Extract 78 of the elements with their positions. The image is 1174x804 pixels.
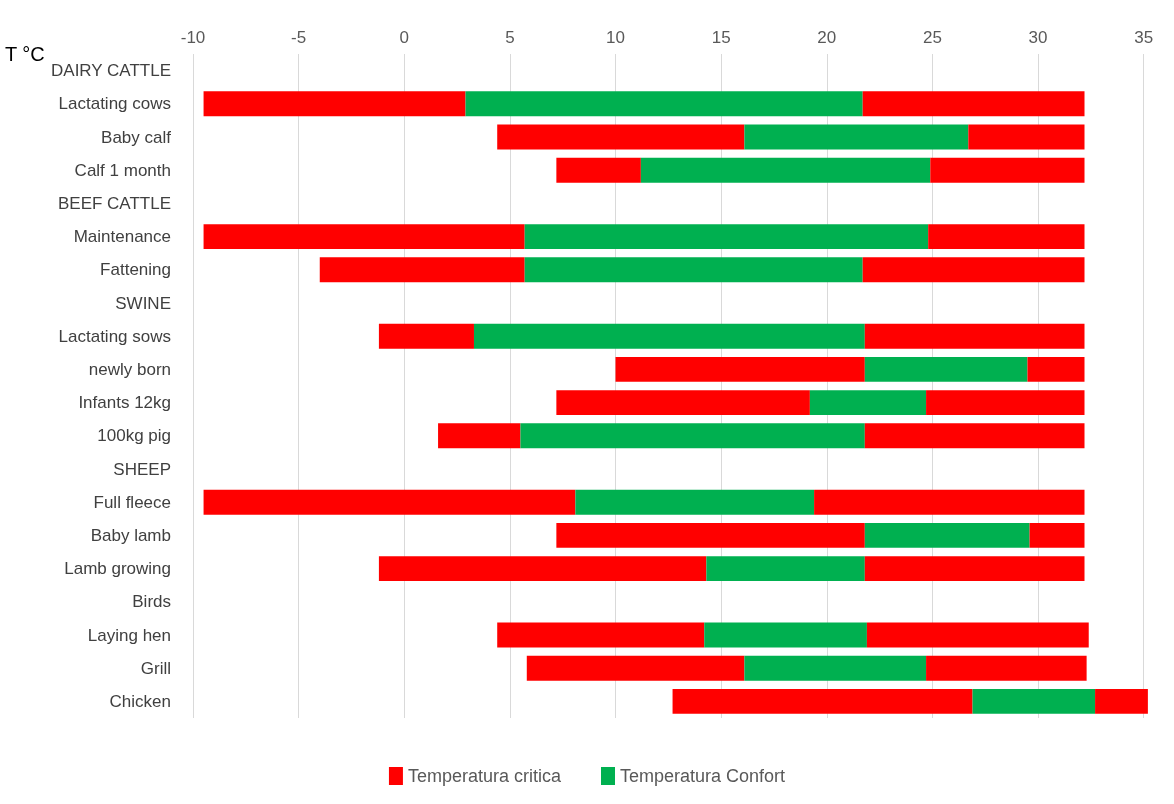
y-tick-label: Birds xyxy=(132,592,171,612)
bar xyxy=(473,323,865,349)
bar xyxy=(465,91,863,117)
bar xyxy=(378,323,474,349)
bar xyxy=(928,224,1085,250)
y-tick-label: Infants 12kg xyxy=(78,393,171,413)
x-tick-label: 5 xyxy=(505,28,515,47)
bar xyxy=(744,655,927,681)
bar xyxy=(864,356,1028,382)
y-tick-label: Lactating cows xyxy=(58,94,171,114)
y-tick-label: Laying hen xyxy=(87,625,171,645)
bar xyxy=(809,390,927,416)
bar xyxy=(968,124,1085,150)
x-tick-label: 15 xyxy=(711,28,731,47)
bar xyxy=(926,390,1085,416)
bar xyxy=(814,489,1085,515)
x-tick-label: 10 xyxy=(606,28,625,47)
y-tick-label: Lactating sows xyxy=(58,326,171,346)
y-tick-label: Maintenance xyxy=(73,227,171,247)
y-tick-label: Baby calf xyxy=(101,127,172,147)
bar xyxy=(866,622,1089,648)
y-tick-label: SWINE xyxy=(115,293,171,313)
bar xyxy=(526,655,745,681)
bar xyxy=(1027,356,1085,382)
bar xyxy=(704,622,867,648)
y-tick-label: Grill xyxy=(140,658,171,678)
bar xyxy=(524,224,929,250)
bar xyxy=(556,390,810,416)
x-tick-label: -10 xyxy=(180,28,206,47)
bar xyxy=(203,224,525,250)
y-tick-label: SHEEP xyxy=(113,459,171,479)
bar xyxy=(1029,522,1085,548)
y-tick-label: BEEF CATTLE xyxy=(57,193,171,213)
x-tick-label: 30 xyxy=(1028,28,1048,47)
bar xyxy=(672,688,973,714)
x-tick-label: 20 xyxy=(817,28,837,47)
legend-label: Temperatura critica xyxy=(407,766,562,786)
bar xyxy=(864,522,1030,548)
bar xyxy=(706,556,865,582)
x-axis-title: T °C xyxy=(4,43,45,65)
bar xyxy=(615,356,865,382)
bar xyxy=(926,655,1087,681)
bar xyxy=(1095,688,1148,714)
y-tick-label: Full fleece xyxy=(93,492,171,512)
bar xyxy=(378,556,707,582)
bar xyxy=(972,688,1096,714)
bar xyxy=(744,124,969,150)
bar xyxy=(862,257,1085,283)
y-tick-label: Chicken xyxy=(109,691,171,711)
y-tick-label: Baby lamb xyxy=(90,525,171,545)
x-tick-label: 25 xyxy=(922,28,942,47)
bar xyxy=(640,157,931,183)
bar xyxy=(864,423,1085,449)
y-tick-label: newly born xyxy=(88,359,171,379)
y-tick-label: Calf 1 month xyxy=(74,160,171,180)
bar xyxy=(319,257,525,283)
bar xyxy=(930,157,1085,183)
bar xyxy=(862,91,1085,117)
bar xyxy=(524,257,863,283)
bar xyxy=(203,91,466,117)
bar xyxy=(556,157,641,183)
x-tick-label: -5 xyxy=(291,28,307,47)
y-tick-label: Fattening xyxy=(100,260,171,280)
legend-label: Temperatura Confort xyxy=(619,766,786,786)
bar xyxy=(575,489,815,515)
x-tick-label: 0 xyxy=(399,28,409,47)
bar xyxy=(556,522,865,548)
bar xyxy=(203,489,576,515)
x-tick-label: 35 xyxy=(1134,28,1154,47)
bar xyxy=(497,622,705,648)
bar xyxy=(864,556,1085,582)
y-tick-label: DAIRY CATTLE xyxy=(51,61,171,81)
y-tick-label: Lamb growing xyxy=(64,559,171,579)
bar xyxy=(864,323,1085,349)
bar xyxy=(520,423,865,449)
bar xyxy=(497,124,745,150)
bar xyxy=(438,423,521,449)
y-tick-label: 100kg pig xyxy=(97,426,171,446)
